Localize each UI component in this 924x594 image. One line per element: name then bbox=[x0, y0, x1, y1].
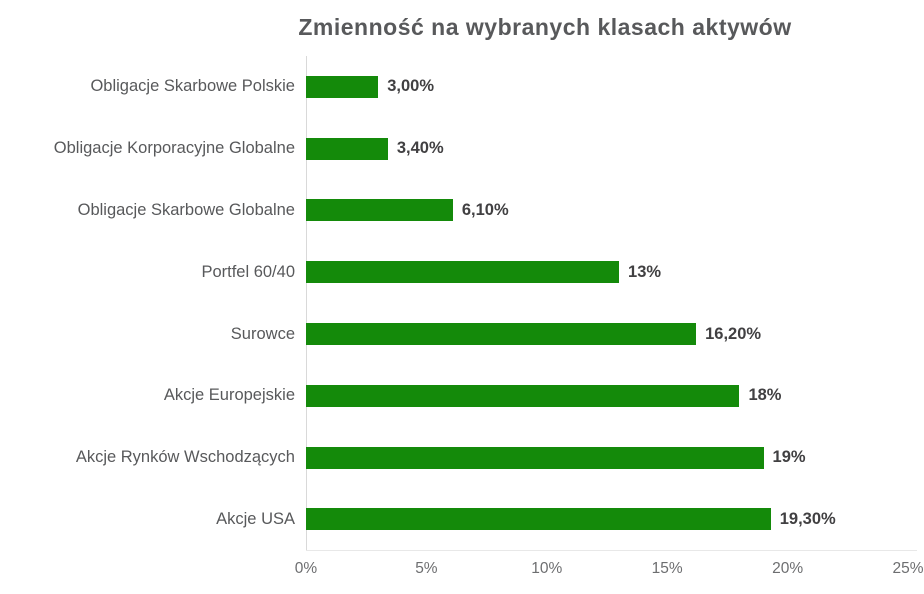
category-label: Obligacje Skarbowe Polskie bbox=[90, 77, 295, 96]
bar bbox=[306, 199, 453, 222]
bar-track: 16,20% bbox=[306, 323, 908, 346]
chart-title: Zmienność na wybranych klasach aktywów bbox=[298, 14, 792, 40]
bar-row: Obligacje Skarbowe Globalne 6,10% bbox=[0, 180, 924, 242]
bar bbox=[306, 137, 388, 160]
bar-row: Obligacje Skarbowe Polskie 3,00% bbox=[0, 56, 924, 118]
bar-track: 6,10% bbox=[306, 199, 908, 222]
plot-area: Obligacje Skarbowe Polskie 3,00% Obligacje… bbox=[0, 56, 924, 551]
zero-gridline bbox=[306, 56, 307, 551]
x-tick-label: 15% bbox=[651, 560, 683, 577]
bar-track: 13% bbox=[306, 261, 908, 284]
bar-row: Akcje Rynków Wschodzących 19% bbox=[0, 427, 924, 489]
value-label: 19,30% bbox=[779, 509, 836, 528]
bar bbox=[306, 261, 620, 284]
value-label: 13% bbox=[628, 262, 662, 281]
x-tick-label: 5% bbox=[415, 560, 438, 577]
bar-track: 3,40% bbox=[306, 137, 908, 160]
category-label: Akcje Europejskie bbox=[163, 386, 295, 405]
value-label: 16,20% bbox=[705, 324, 762, 343]
value-label: 18% bbox=[748, 386, 782, 405]
x-tick-label: 0% bbox=[294, 560, 318, 577]
value-label: 3,00% bbox=[387, 77, 435, 96]
category-label: Obligacje Korporacyjne Globalne bbox=[53, 139, 295, 158]
bar-track: 19% bbox=[306, 446, 908, 469]
category-label: Akcje Rynków Wschodzących bbox=[75, 448, 295, 467]
bar bbox=[306, 384, 740, 407]
value-label: 6,10% bbox=[461, 200, 509, 219]
category-label: Obligacje Skarbowe Globalne bbox=[77, 200, 295, 219]
bar-track: 3,00% bbox=[306, 75, 908, 98]
bar-row: Akcje Europejskie 18% bbox=[0, 365, 924, 427]
value-label: 3,40% bbox=[396, 139, 444, 158]
bar-row: Surowce 16,20% bbox=[0, 303, 924, 365]
value-label: 19% bbox=[772, 448, 806, 467]
bar-track: 18% bbox=[306, 384, 908, 407]
bar bbox=[306, 446, 764, 469]
x-tick-label: 20% bbox=[772, 560, 804, 577]
bar bbox=[306, 75, 379, 98]
bar-track: 19,30% bbox=[306, 508, 908, 531]
bar bbox=[306, 323, 697, 346]
bar-row: Obligacje Korporacyjne Globalne 3,40% bbox=[0, 118, 924, 180]
bar bbox=[306, 508, 771, 531]
category-label: Portfel 60/40 bbox=[201, 262, 295, 281]
bar-rows: Obligacje Skarbowe Polskie 3,00% Obligacje… bbox=[0, 56, 924, 551]
x-axis: 0% 5% 10% 15% 20% 25% bbox=[295, 552, 924, 582]
bar-row: Portfel 60/40 13% bbox=[0, 241, 924, 303]
bar-row: Akcje USA 19,30% bbox=[0, 489, 924, 551]
x-tick-label: 25% bbox=[892, 560, 924, 577]
x-tick-label: 10% bbox=[531, 560, 563, 577]
category-label: Surowce bbox=[230, 324, 295, 343]
x-axis-line bbox=[306, 550, 917, 551]
category-label: Akcje USA bbox=[216, 509, 295, 528]
